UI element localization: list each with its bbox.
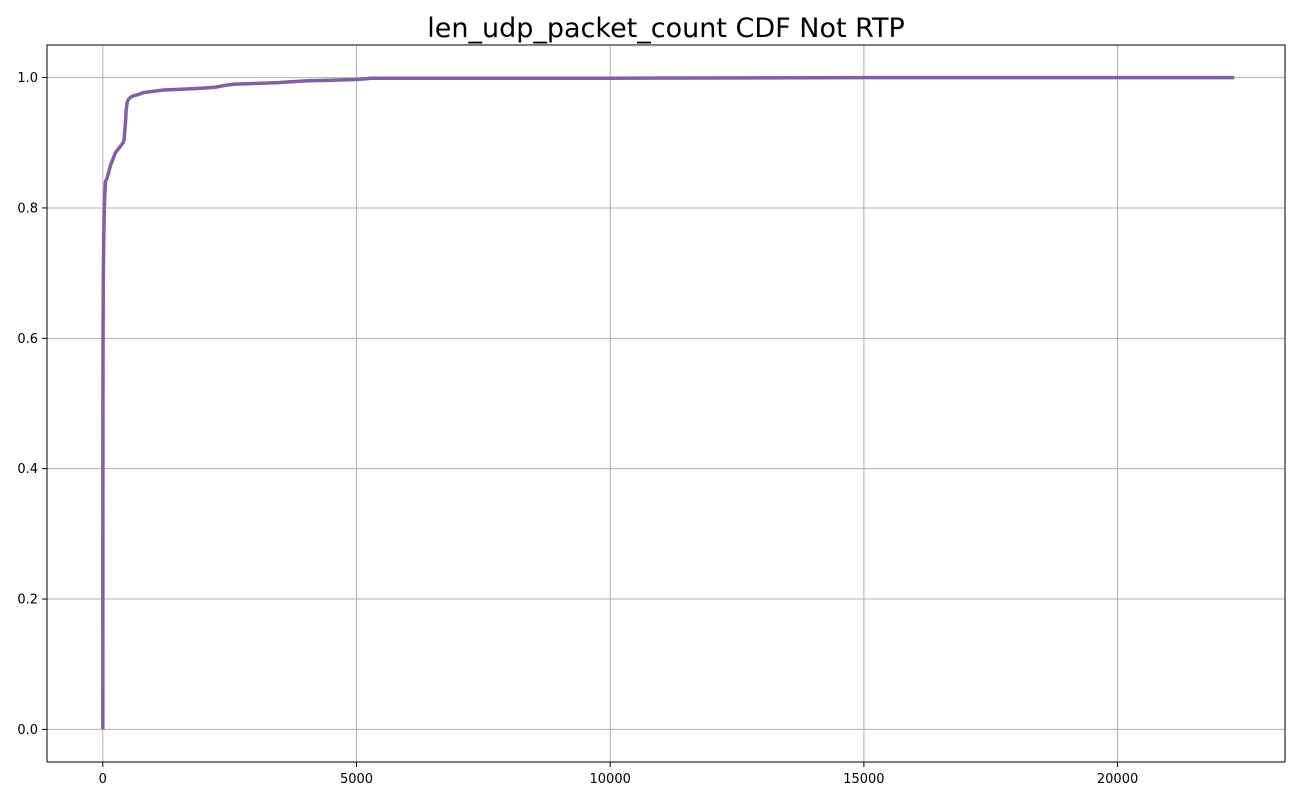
x-tick-label: 10000 — [590, 772, 631, 787]
x-tick-label: 20000 — [1097, 772, 1138, 787]
y-tick-label: 0.8 — [17, 201, 38, 216]
chart-title: len_udp_packet_count CDF Not RTP — [427, 13, 904, 44]
x-tick-label: 15000 — [843, 772, 884, 787]
y-tick-label: 0.6 — [17, 332, 38, 347]
x-tick-label: 5000 — [340, 772, 373, 787]
cdf-series-line — [101, 75, 1235, 730]
series-layer — [101, 75, 1235, 730]
grid — [47, 45, 1285, 762]
y-tick-label: 1.0 — [17, 71, 38, 86]
ticks: 0 5000 10000 15000 20000 0.0 0.2 0.4 0.6 0.8 1.0 — [17, 71, 1138, 787]
y-tick-label: 0.2 — [17, 593, 38, 608]
x-tick-label: 0 — [99, 772, 107, 787]
y-tick-label: 0.4 — [17, 462, 38, 477]
plot-area-frame — [46, 44, 1286, 763]
y-tick-label: 0.0 — [17, 723, 38, 738]
